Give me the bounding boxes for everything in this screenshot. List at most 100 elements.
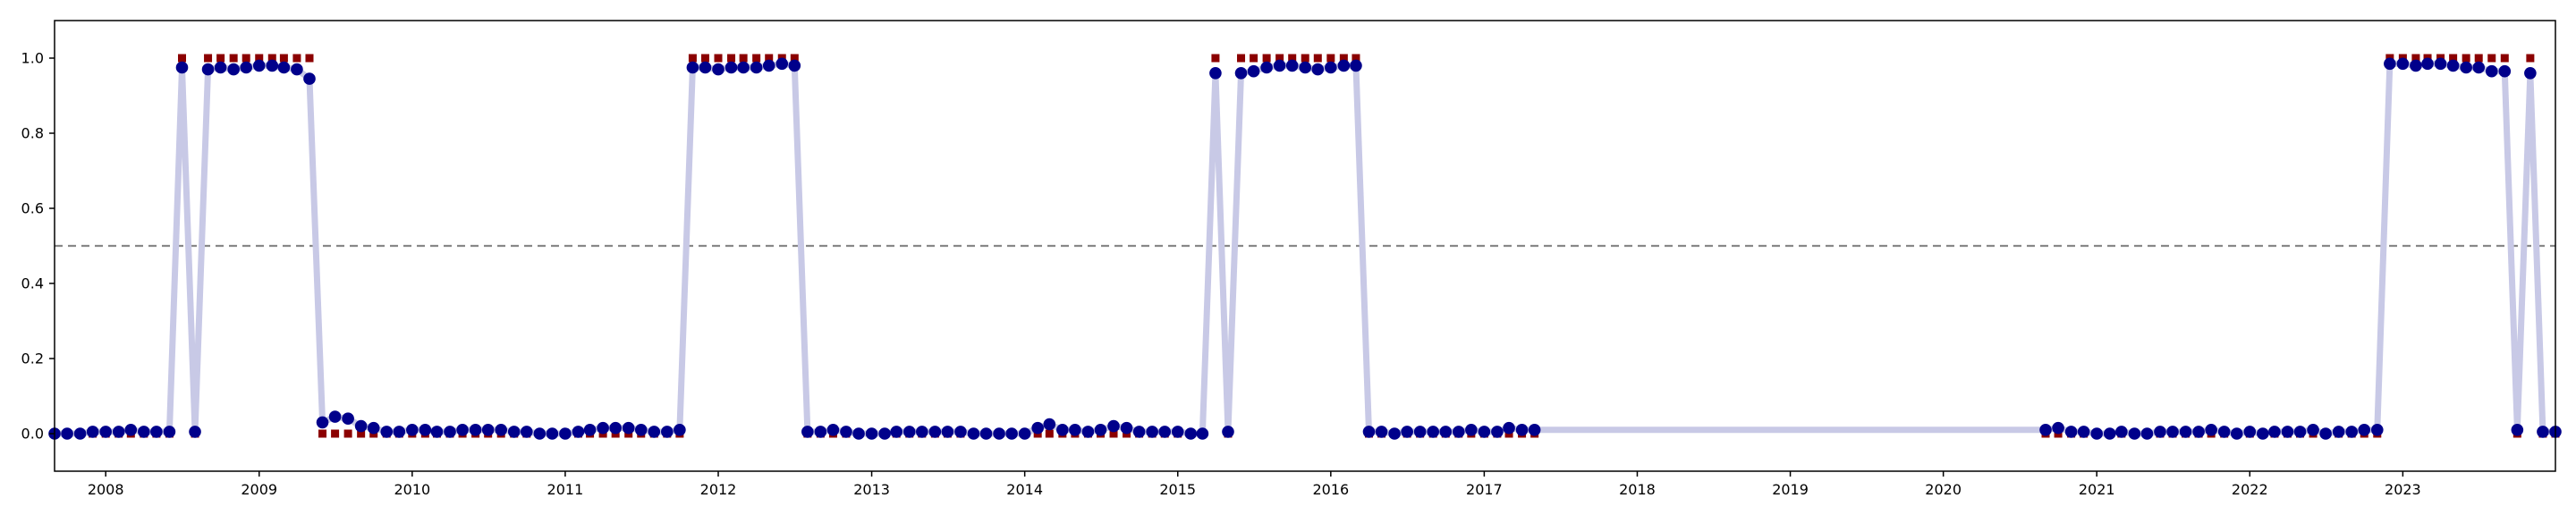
probability-marker (840, 426, 852, 438)
binary-marker (2449, 54, 2458, 63)
probability-marker (316, 416, 329, 429)
probability-marker (1120, 421, 1133, 435)
y-tick-label: 0.0 (21, 426, 44, 443)
probability-marker (2421, 57, 2434, 71)
probability-marker (2434, 57, 2447, 71)
probability-marker (2115, 426, 2128, 438)
probability-marker (367, 421, 380, 435)
x-tick-label: 2011 (547, 481, 584, 498)
probability-marker (622, 421, 635, 435)
binary-marker (2526, 54, 2535, 63)
probability-marker (583, 424, 597, 436)
binary-marker (727, 54, 736, 63)
probability-marker (634, 424, 648, 436)
probability-marker (2345, 426, 2358, 438)
binary-marker (1211, 54, 1220, 63)
probability-marker (2154, 426, 2166, 438)
binary-marker (1339, 54, 1348, 63)
plot-area (48, 54, 2562, 440)
probability-marker (967, 427, 980, 440)
probability-marker (2281, 426, 2294, 438)
probability-marker (1439, 426, 1453, 438)
probability-marker (1018, 427, 1031, 440)
probability-marker (2039, 424, 2052, 436)
binary-marker (177, 54, 186, 63)
probability-marker (1081, 426, 1095, 438)
probability-marker (2179, 426, 2192, 438)
binary-marker (267, 54, 276, 63)
probability-marker (2511, 424, 2524, 436)
probability-marker (163, 426, 176, 438)
probability-marker (1311, 63, 1325, 76)
probability-marker (750, 61, 763, 74)
binary-marker (752, 54, 761, 63)
binary-marker (700, 54, 709, 63)
probability-marker (954, 426, 967, 438)
x-tick-label: 2023 (2385, 481, 2421, 498)
probability-marker (2128, 427, 2141, 440)
probability-marker (2460, 61, 2472, 74)
probability-marker (277, 61, 291, 74)
binary-marker (229, 54, 238, 63)
probability-marker (852, 427, 865, 440)
probability-marker (456, 424, 469, 436)
probability-marker (916, 426, 928, 438)
binary-marker (1109, 429, 1118, 438)
probability-marker (1196, 427, 1209, 440)
binary-marker (2411, 54, 2420, 63)
probability-marker (1069, 424, 1081, 436)
probability-marker (112, 426, 125, 438)
probability-marker (788, 59, 801, 72)
binary-marker (318, 429, 327, 438)
x-tick-label: 2015 (1159, 481, 1196, 498)
probability-marker (2410, 59, 2422, 72)
probability-marker (559, 427, 572, 440)
probability-marker (674, 424, 686, 436)
probability-marker (1107, 419, 1120, 433)
probability-marker (1413, 426, 1427, 438)
probability-marker (1132, 426, 1146, 438)
probability-marker (495, 424, 508, 436)
probability-marker (878, 427, 891, 440)
binary-marker (2462, 54, 2470, 63)
probability-marker (1222, 426, 1234, 438)
x-tick-label: 2019 (1772, 481, 1809, 498)
probability-marker (2293, 426, 2307, 438)
probability-marker (572, 426, 585, 438)
probability-marker (1285, 59, 1299, 72)
binary-marker (739, 54, 748, 63)
binary-marker (357, 429, 366, 438)
x-tick-label: 2013 (853, 481, 890, 498)
y-tick-label: 1.0 (21, 50, 44, 67)
x-tick-label: 2012 (700, 481, 737, 498)
probability-marker (2498, 64, 2512, 78)
x-tick-label: 2014 (1006, 481, 1043, 498)
probability-marker (2077, 426, 2090, 438)
probability-marker (699, 61, 712, 74)
binary-marker (305, 54, 314, 63)
probability-marker (1184, 427, 1198, 440)
probability-marker (801, 426, 814, 438)
probability-marker (2217, 426, 2231, 438)
probability-marker (2230, 427, 2243, 440)
probability-marker (2090, 427, 2104, 440)
probability-marker (737, 61, 750, 74)
probability-marker (99, 426, 112, 438)
binary-marker (1288, 54, 1297, 63)
probability-marker (175, 61, 189, 74)
binary-marker (1352, 54, 1360, 63)
probability-marker (712, 63, 724, 76)
x-tick-label: 2017 (1466, 481, 1503, 498)
probability-marker (393, 426, 406, 438)
probability-marker (775, 57, 789, 71)
probability-marker (380, 426, 394, 438)
probability-marker (928, 426, 942, 438)
probability-marker (1146, 426, 1158, 438)
probability-marker (1325, 61, 1337, 74)
probability-marker (520, 426, 533, 438)
probability-marker (2103, 427, 2116, 440)
binary-marker (279, 54, 288, 63)
y-tick-label: 0.2 (21, 350, 44, 367)
probability-marker (1401, 426, 1413, 438)
